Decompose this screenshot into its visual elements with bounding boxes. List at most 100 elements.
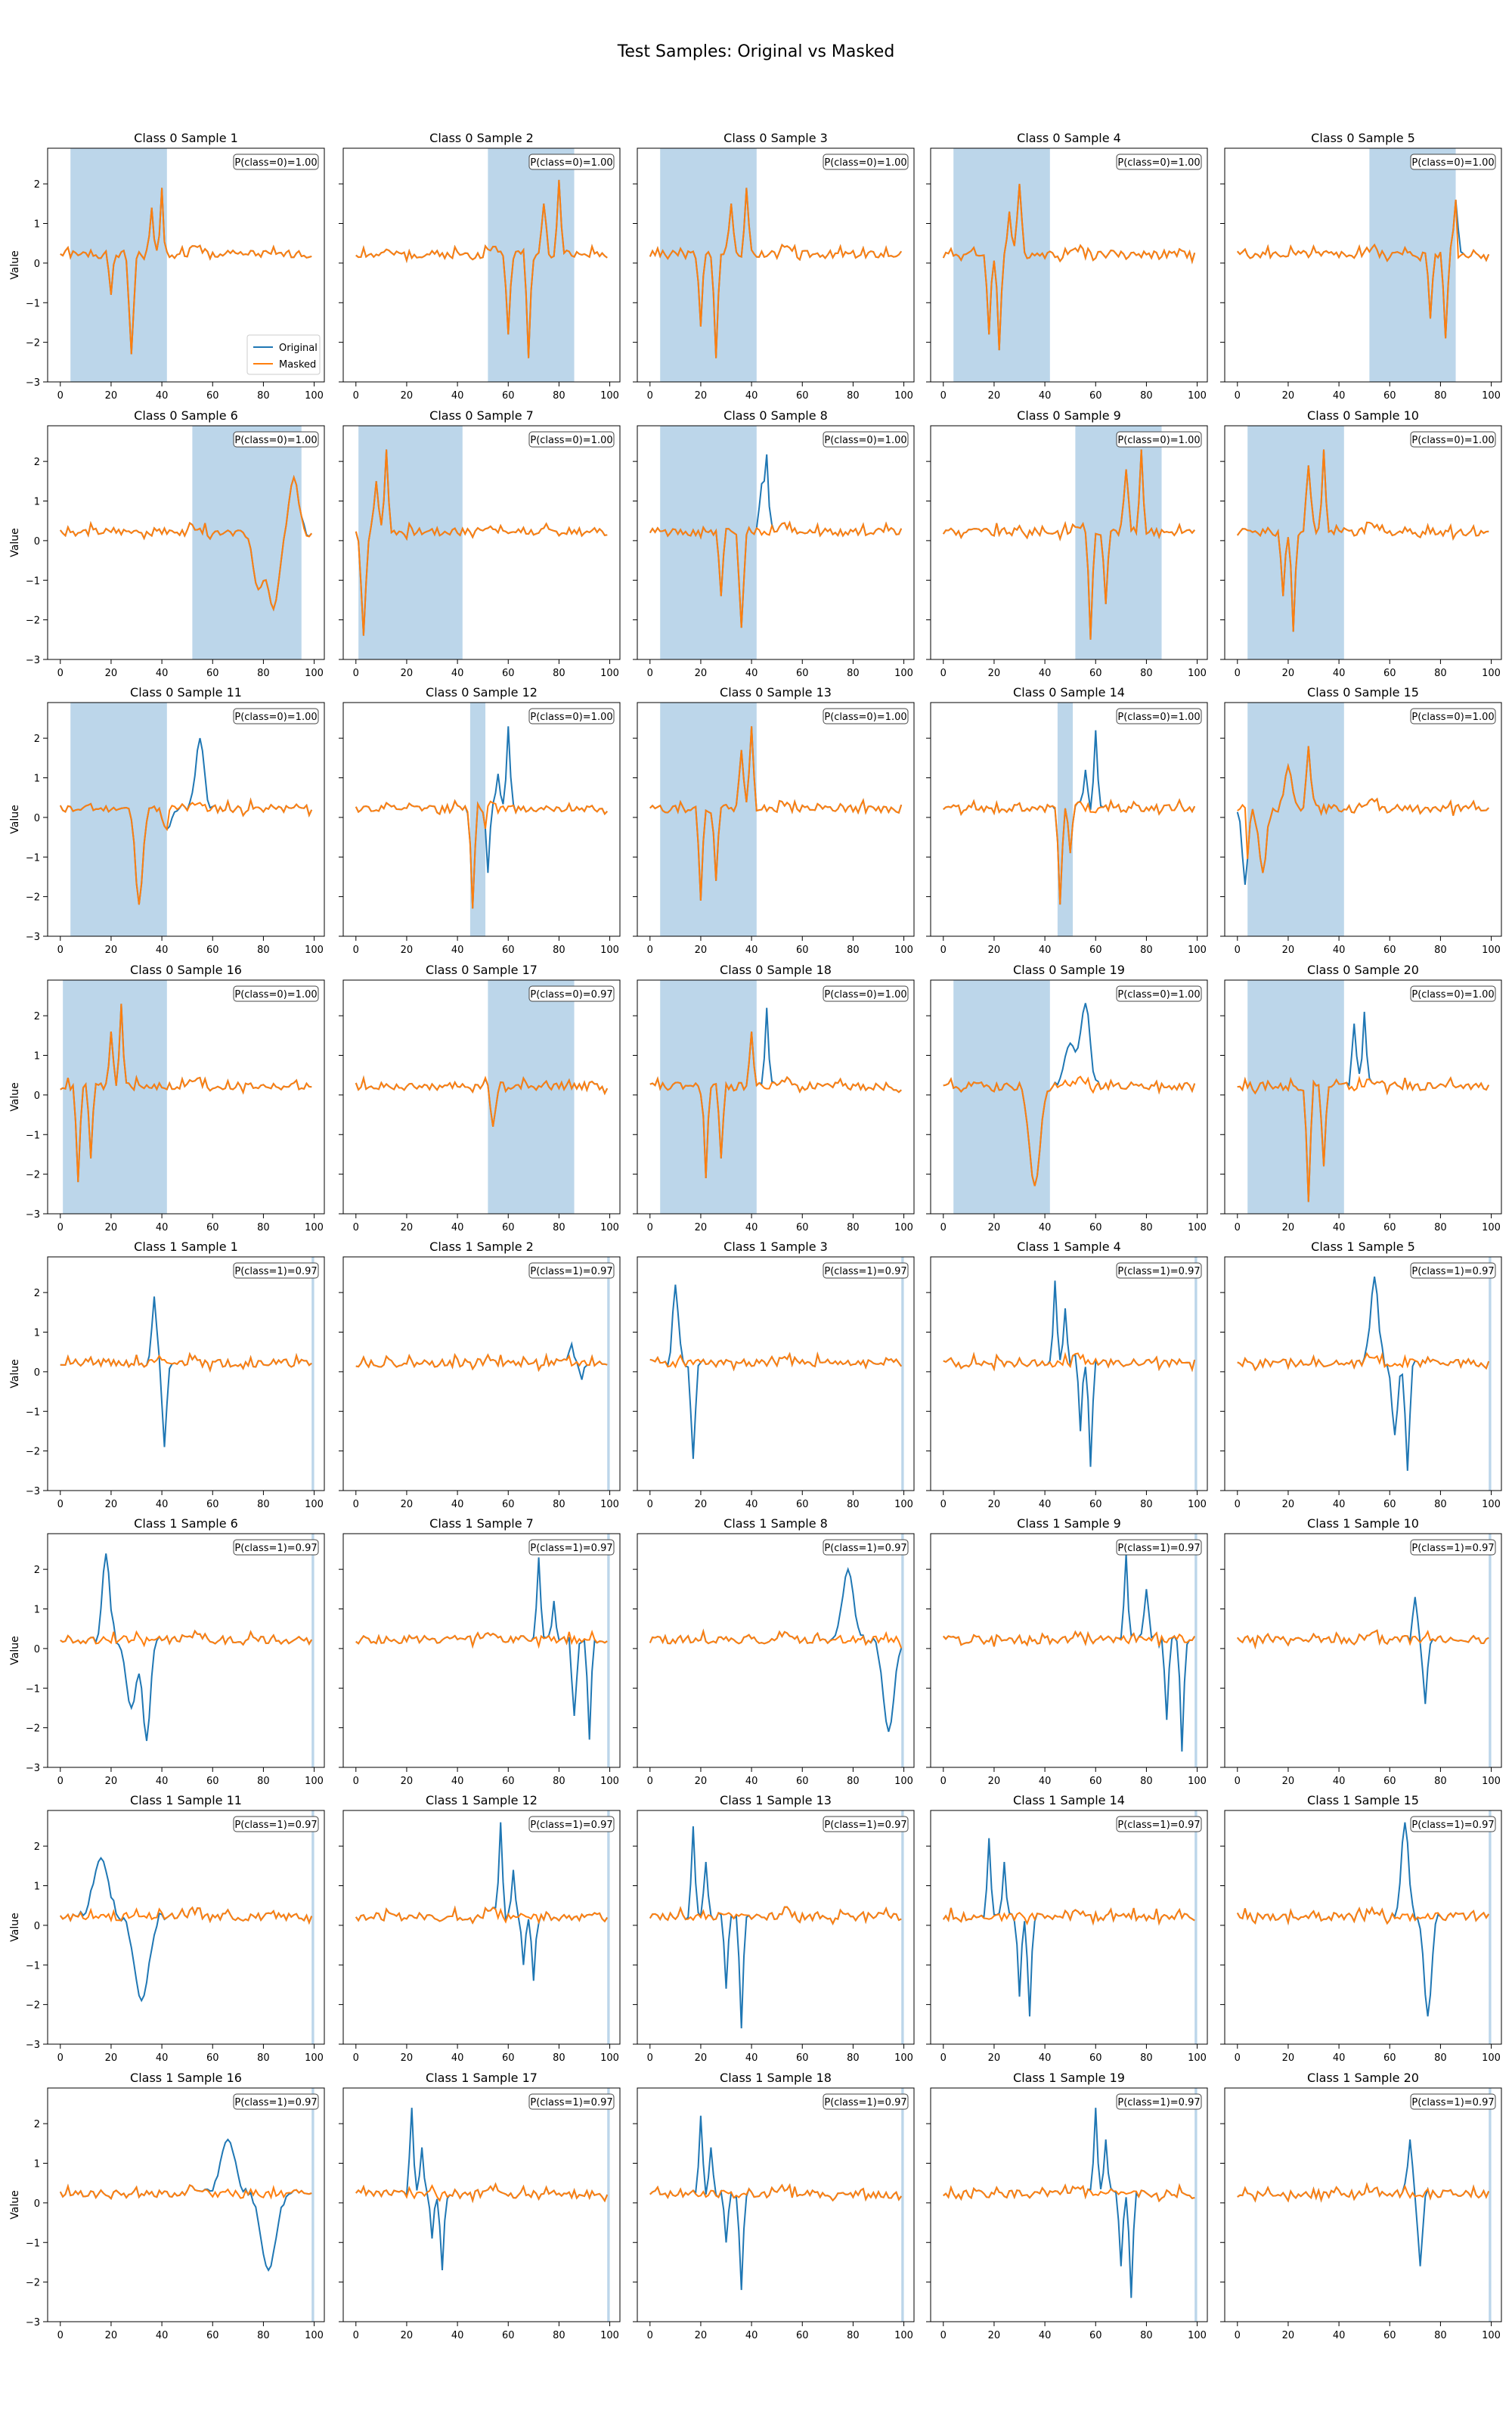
subplot-25: 0 20 40 60 80 100 Class 1 Sample 5 P(class=1)=0… — [1220, 1239, 1502, 1510]
mask-span — [901, 1810, 904, 2044]
probability-label: P(class=0)=1.00 — [530, 712, 612, 723]
x-tick-label: 20 — [1282, 2052, 1295, 2064]
probability-box — [1410, 1539, 1496, 1556]
probability-box — [1116, 1539, 1202, 1556]
mask-span — [607, 1534, 610, 1767]
y-tick-label: 1 — [34, 774, 40, 785]
x-tick-label: 100 — [600, 2052, 619, 2064]
mask-span — [311, 1534, 314, 1767]
x-tick-label: 20 — [1282, 2330, 1295, 2341]
mask-span — [1489, 2088, 1492, 2322]
masked-series-line — [59, 2183, 312, 2200]
x-tick-label: 60 — [1089, 390, 1102, 402]
x-tick-label: 100 — [1482, 668, 1501, 679]
subplot-23: 0 20 40 60 80 100 Class 1 Sample 3 P(class=1)=0… — [633, 1239, 915, 1510]
x-tick-label: 0 — [353, 2330, 359, 2341]
mask-span — [953, 148, 1050, 382]
x-tick-label: 80 — [1140, 390, 1153, 402]
original-series-line — [355, 1557, 608, 1740]
x-tick-label: 40 — [451, 945, 464, 956]
y-axis-label: Value — [9, 1913, 21, 1941]
x-tick-label: 20 — [988, 390, 1001, 402]
probability-label: P(class=1)=0.97 — [824, 1266, 906, 1277]
probability-label: P(class=0)=1.00 — [824, 989, 906, 1001]
axes-frame — [637, 1256, 915, 1491]
original-series-line — [649, 1566, 903, 1733]
x-tick-label: 40 — [451, 390, 464, 402]
original-series-line — [60, 1296, 312, 1447]
x-tick-label: 100 — [1482, 2052, 1501, 2064]
x-tick-label: 0 — [647, 1499, 653, 1510]
axes-frame — [930, 2087, 1208, 2322]
axes-frame — [342, 1256, 621, 1491]
x-tick-label: 0 — [57, 668, 64, 679]
y-tick-label: −2 — [26, 1723, 40, 1735]
subplot-title: Class 1 Sample 15 — [1307, 1793, 1419, 1807]
x-tick-label: 0 — [1235, 390, 1241, 402]
probability-label: P(class=1)=0.97 — [1411, 1820, 1494, 1831]
probability-box — [528, 708, 615, 724]
x-tick-label: 100 — [894, 668, 913, 679]
mask-span — [311, 1257, 314, 1491]
masked-series-line — [943, 1351, 1196, 1373]
masked-series-line — [942, 184, 1196, 351]
x-tick-label: 100 — [1188, 1222, 1207, 1233]
x-tick-label: 100 — [1482, 1222, 1501, 1233]
probability-box — [1410, 985, 1496, 1002]
x-tick-label: 100 — [600, 1499, 619, 1510]
mask-span — [1489, 1534, 1492, 1767]
x-tick-label: 0 — [1235, 668, 1241, 679]
x-tick-label: 20 — [1282, 945, 1295, 956]
probability-box — [1410, 431, 1496, 448]
x-tick-label: 100 — [894, 390, 913, 402]
masked-series-line — [649, 520, 903, 628]
x-tick-label: 40 — [1333, 668, 1346, 679]
x-tick-label: 0 — [57, 390, 64, 402]
x-tick-label: 20 — [105, 668, 118, 679]
mask-span — [1369, 148, 1456, 382]
x-tick-label: 60 — [1383, 1222, 1396, 1233]
probability-label: P(class=0)=1.00 — [530, 157, 612, 169]
axes-frame — [1224, 147, 1502, 383]
x-tick-label: 80 — [553, 1499, 565, 1510]
subplot-26: 0 20 40 60 80 100 −3 −2 −1 0 1 2 Value Class 1 Sample… — [9, 1516, 325, 1787]
y-tick-label: 1 — [34, 2159, 40, 2170]
axes-frame — [637, 702, 915, 937]
masked-series-line — [1237, 2182, 1490, 2203]
axes-frame — [47, 702, 325, 937]
x-tick-label: 80 — [1140, 1222, 1153, 1233]
x-tick-label: 0 — [940, 1776, 947, 1787]
axes-frame — [930, 1533, 1208, 1768]
x-tick-label: 20 — [695, 2330, 708, 2341]
subplot-4: 0 20 40 60 80 100 Class 0 Sample 4 P(class=0)=1… — [926, 131, 1208, 402]
x-tick-label: 20 — [401, 2052, 414, 2064]
x-tick-label: 60 — [206, 668, 219, 679]
probability-label: P(class=1)=0.97 — [1411, 1543, 1494, 1554]
x-tick-label: 0 — [940, 1499, 947, 1510]
y-tick-label: −2 — [26, 616, 40, 627]
x-tick-label: 40 — [1039, 1222, 1052, 1233]
y-tick-label: −3 — [26, 1486, 40, 1497]
y-tick-label: 1 — [34, 1605, 40, 1616]
y-axis-label: Value — [9, 805, 21, 833]
x-tick-label: 20 — [988, 2330, 1001, 2341]
y-tick-label: −1 — [26, 1683, 40, 1695]
mask-span — [1247, 980, 1344, 1214]
x-tick-label: 0 — [647, 668, 653, 679]
masked-series-line — [60, 188, 312, 355]
mask-span — [63, 980, 167, 1214]
x-tick-label: 100 — [894, 945, 913, 956]
x-tick-label: 60 — [1383, 2330, 1396, 2341]
x-tick-label: 60 — [206, 390, 219, 402]
x-tick-label: 0 — [940, 390, 947, 402]
x-tick-label: 100 — [600, 390, 619, 402]
axes-frame — [342, 147, 621, 383]
axes-frame — [47, 1533, 325, 1768]
x-tick-label: 40 — [156, 1222, 169, 1233]
x-tick-label: 60 — [1089, 2330, 1102, 2341]
probability-label: P(class=0)=1.00 — [234, 157, 317, 169]
subplot-5: 0 20 40 60 80 100 Class 0 Sample 5 P(class=0)=1… — [1220, 131, 1502, 402]
probability-box — [823, 2093, 909, 2110]
subplot-title: Class 1 Sample 20 — [1307, 2071, 1419, 2085]
probability-box — [823, 431, 909, 448]
